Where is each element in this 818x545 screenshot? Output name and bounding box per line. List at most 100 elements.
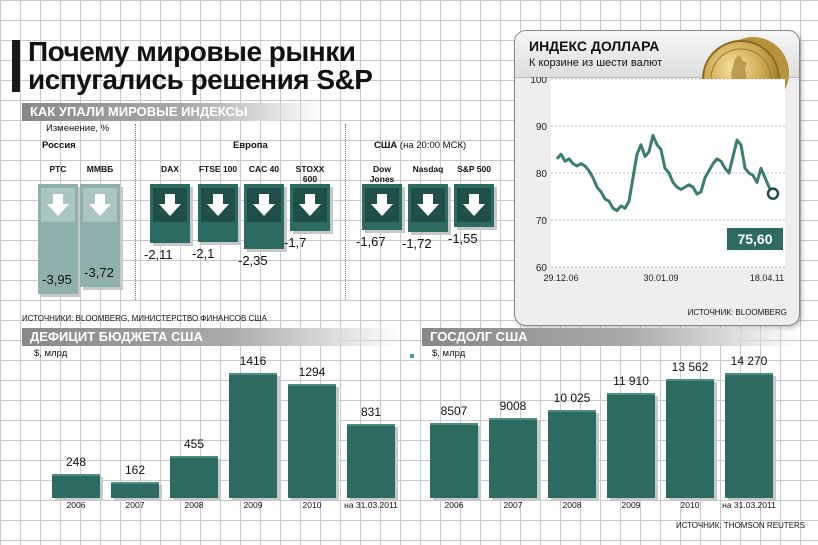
bar [229,373,277,498]
bar [111,481,159,498]
bar [170,456,218,498]
dollar-index-panel: ИНДЕКС ДОЛЛАРА К корзине из шести валют … [514,30,800,326]
debt-header-text: ГОСДОЛГ США [430,329,528,344]
dollar-ytick: 70 [536,216,548,227]
bar-value-label: 11 910 [613,374,649,389]
group-usa-name: США [374,140,398,151]
dollar-ytick: 100 [530,77,547,86]
budget-header: ДЕФИЦИТ БЮДЖЕТА США [22,328,400,346]
budget-unit: $, млрд [34,348,68,359]
bar [607,393,655,498]
index-label: ММВБ [86,164,114,174]
index-value: -1,72 [402,235,432,251]
bar [430,422,478,498]
page-title: Почему мировые рынки испугались решения … [12,36,448,95]
bar-value-label: 8507 [440,403,468,418]
indices-header: КАК УПАЛИ МИРОВЫЕ ИНДЕКСЫ [22,103,322,121]
dollar-ytick: 90 [536,122,548,133]
bar-value-label: 1416 [239,354,267,368]
bar-category-label: 2010 [680,500,700,510]
bar [52,474,100,498]
dollar-last-value: 75,60 [727,228,783,250]
group-russia: Россия [42,140,76,151]
bar-value-label: 14 270 [730,354,768,368]
index-value: -1,67 [356,234,386,250]
group-usa-note: (на 20:00 МСК) [399,140,467,151]
bar-category-label: 2006 [66,500,86,510]
dollar-last-point [766,187,780,200]
indices-source: ИСТОЧНИКИ: BLOOMBERG, МИНИСТЕРСТВО ФИНАН… [22,314,267,323]
bar-value-label: 455 [183,437,205,452]
dollar-source: ИСТОЧНИК: BLOOMBERG [687,308,787,317]
bar [666,379,714,498]
down-arrow-icon [293,188,327,222]
dollar-ytick: 60 [536,263,548,274]
down-arrow-icon [153,188,187,222]
index-label: РТС [49,164,67,174]
budget-header-text: ДЕФИЦИТ БЮДЖЕТА США [30,329,203,344]
bar-category-label: на 31.03.2011 [722,500,776,510]
page-title-text: Почему мировые рынки испугались решения … [28,36,373,95]
index-label: STOXX 600 [295,164,325,184]
indices-header-text: КАК УПАЛИ МИРОВЫЕ ИНДЕКСЫ [30,104,248,119]
down-arrow-icon [457,188,491,222]
bar-category-label: 2007 [503,500,523,510]
down-arrow-icon [83,188,117,222]
bottom-source: ИСТОЧНИК: THOMSON REUTERS [676,521,806,530]
bar-value-label: 9008 [499,399,527,414]
bar-category-label: 2007 [125,500,145,510]
bar-value-label: 10 025 [553,390,591,405]
bar [548,409,596,498]
dot-marker [410,354,414,358]
bar-value-label: 248 [65,455,87,470]
bar-category-label: 2009 [621,500,641,510]
dollar-series-line [555,133,775,213]
bar-category-label: 2008 [562,500,582,510]
indices-unit: Изменение, % [46,123,110,134]
bar [347,423,395,498]
index-value: -2,11 [144,246,173,262]
index-value: -2,1 [192,246,215,262]
bar-category-label: 2006 [444,500,464,510]
group-europe: Европа [233,140,268,151]
index-label: Dow Jones [369,164,395,184]
group-usa: США (на 20:00 МСК) [374,140,466,151]
down-arrow-icon [247,188,281,222]
title-accent [12,40,20,92]
down-arrow-icon [41,188,75,222]
bar-value-label: 162 [124,462,146,477]
index-value: -1,7 [284,235,307,251]
down-arrow-icon [365,188,399,222]
bar-value-label: 13 562 [671,360,709,375]
index-label: Nasdaq [412,164,444,174]
bar [725,373,773,498]
separator-1 [135,124,136,300]
index-label: CAC 40 [248,164,280,174]
index-value: -3,95 [42,271,72,287]
index-value: -1,55 [448,231,478,247]
dollar-subtitle: К корзине из шести валют [529,57,663,69]
debt-unit: $, млрд [432,348,466,359]
index-label: S&P 500 [457,164,491,174]
bar-value-label: 831 [360,404,382,419]
dollar-xtick: 18.04.11 [750,273,784,283]
down-arrow-icon [411,188,445,222]
down-arrow-icon [201,188,235,222]
bar-value-label: 1294 [298,364,326,379]
index-label: FTSE 100 [198,164,238,174]
debt-header: ГОСДОЛГ США [422,328,800,346]
dollar-title: ИНДЕКС ДОЛЛАРА [529,38,660,54]
dollar-xtick: 30.01.09 [643,273,678,283]
bar-category-label: на 31.03.2011 [344,500,398,510]
index-value: -3,72 [84,265,114,281]
dollar-ytick: 80 [536,169,548,180]
dollar-xtick: 29.12.06 [543,273,578,283]
index-value: -2,35 [238,253,268,269]
index-label: DAX [161,164,179,174]
separator-2 [345,124,346,300]
bar-category-label: 2009 [243,500,263,510]
bar-category-label: 2008 [184,500,204,510]
bar [288,383,336,498]
bar-category-label: 2010 [302,500,322,510]
